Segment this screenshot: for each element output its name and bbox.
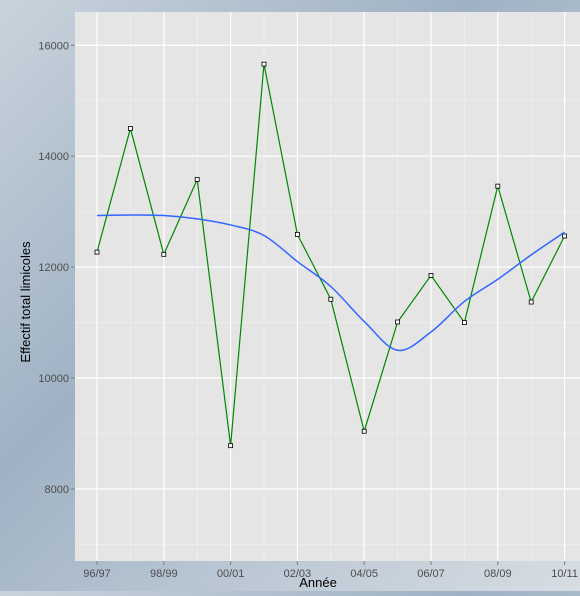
x-tick-label: 98/99 bbox=[150, 568, 178, 580]
x-tick-label: 00/01 bbox=[217, 568, 245, 580]
data-point bbox=[562, 233, 567, 239]
x-axis: 96/97 98/99 00/01 02/03 04/05 06/07 08/09 10/11 bbox=[83, 561, 578, 580]
data-point bbox=[194, 177, 200, 182]
grid-major bbox=[75, 12, 580, 561]
data-point bbox=[127, 126, 133, 131]
data-point bbox=[94, 249, 100, 255]
data-point bbox=[461, 320, 467, 325]
smooth-trend-line bbox=[96, 214, 566, 352]
x-tick-label: 08/09 bbox=[484, 568, 512, 580]
y-axis: 8000 10000 12000 14000 16000 bbox=[38, 40, 75, 496]
x-tick-label: 96/97 bbox=[83, 568, 111, 580]
data-point bbox=[528, 299, 534, 305]
x-axis-label: Année bbox=[299, 575, 337, 590]
data-point bbox=[428, 273, 434, 278]
x-tick-label: 06/07 bbox=[417, 568, 445, 580]
x-tick-label: 02/03 bbox=[284, 568, 312, 580]
data-point bbox=[495, 183, 501, 189]
data-point bbox=[228, 443, 234, 449]
x-tick-label: 04/05 bbox=[350, 568, 378, 580]
y-tick-label: 14000 bbox=[38, 151, 69, 163]
data-point bbox=[294, 231, 300, 237]
y-tick-label: 8000 bbox=[45, 484, 69, 496]
plot-panel bbox=[75, 12, 580, 561]
data-point bbox=[161, 251, 167, 257]
series-layer bbox=[94, 61, 567, 449]
y-tick-label: 10000 bbox=[38, 373, 69, 385]
y-tick-label: 12000 bbox=[38, 262, 69, 274]
y-tick-label: 16000 bbox=[38, 40, 69, 52]
data-point bbox=[395, 319, 401, 325]
data-point bbox=[261, 61, 267, 67]
y-axis-label: Effectif total limicoles bbox=[18, 241, 33, 363]
data-point bbox=[361, 428, 367, 434]
data-point bbox=[328, 296, 334, 302]
x-tick-label: 10/11 bbox=[551, 568, 578, 580]
